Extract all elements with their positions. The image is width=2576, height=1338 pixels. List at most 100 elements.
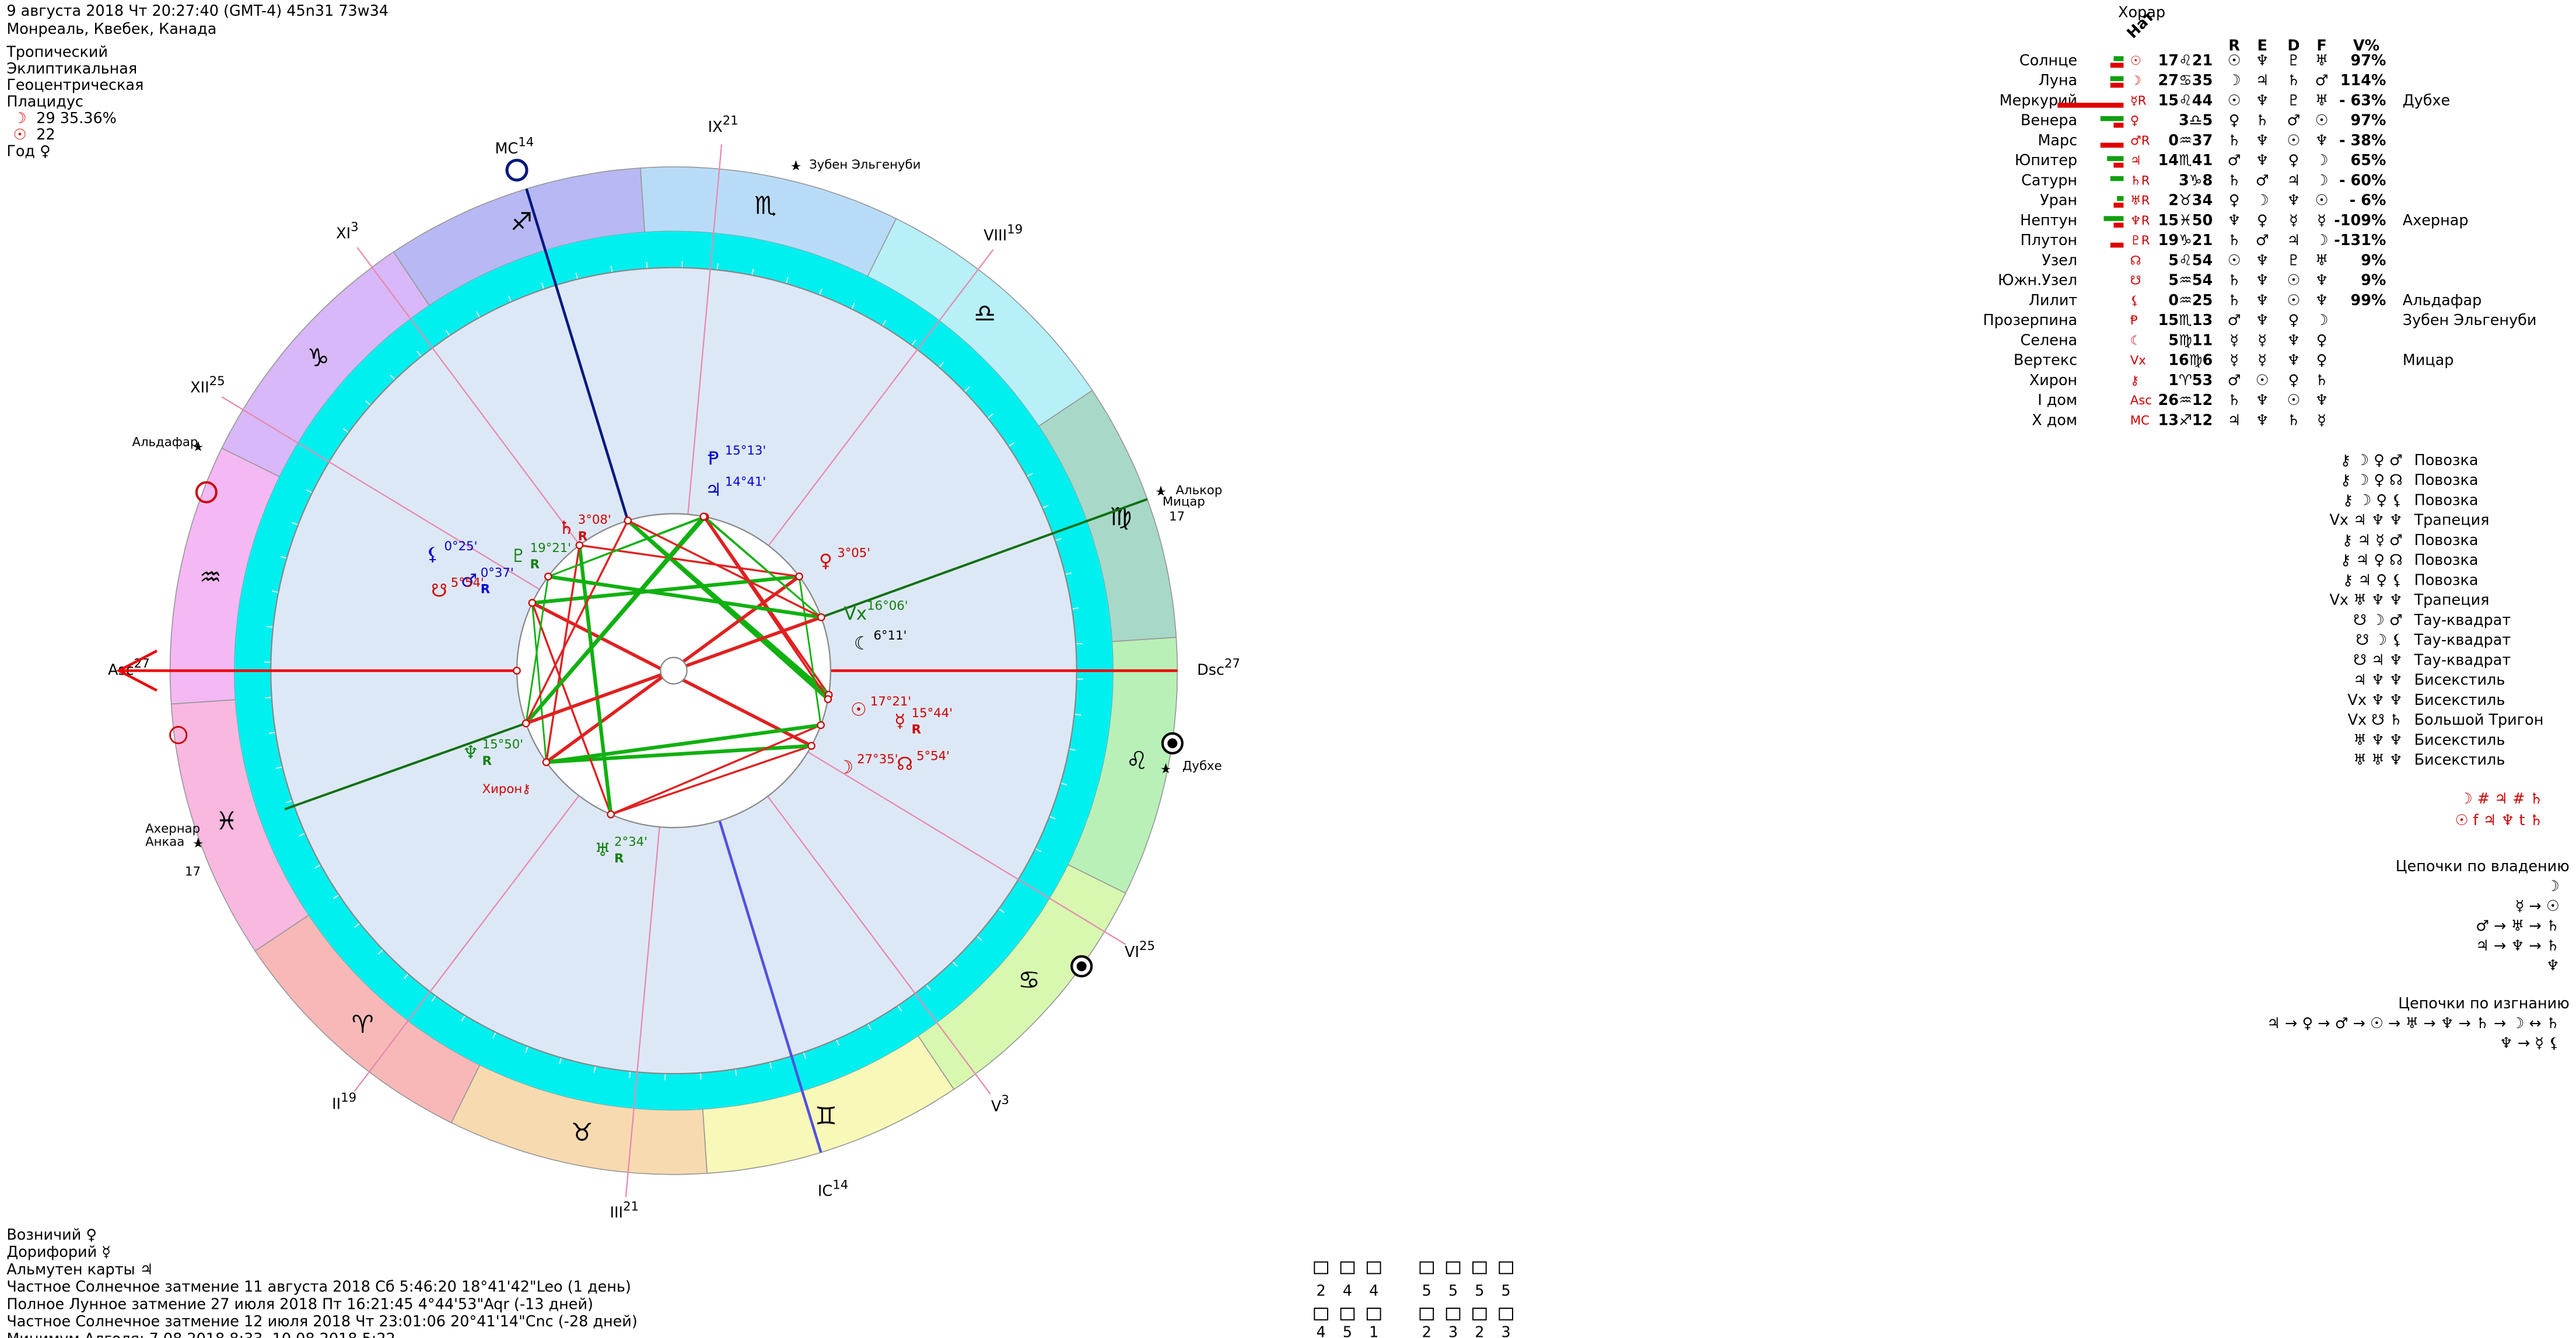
- row-glyph: MC: [2130, 413, 2150, 428]
- debility-bar: [2113, 162, 2124, 168]
- house-name: XI: [336, 225, 351, 242]
- row-name: Прозерпина: [1983, 312, 2077, 329]
- row-ruler: ♇: [2287, 251, 2301, 269]
- star-label: 17: [185, 865, 201, 879]
- house-cusp: [687, 144, 723, 515]
- row-name: Солнце: [2020, 52, 2077, 69]
- star-label: 17: [1169, 509, 1185, 524]
- point-retro: R: [482, 754, 492, 768]
- row-ruler: ☿: [2258, 352, 2267, 369]
- degree-tick: [377, 949, 384, 955]
- vertex-axis: [284, 722, 527, 811]
- row-ruler: ♃: [2256, 72, 2269, 89]
- point-degree: 15°50': [482, 738, 523, 752]
- row-star: Ахернар: [2403, 212, 2469, 229]
- debility-bar: [2110, 242, 2124, 248]
- aspect-point: [824, 695, 832, 703]
- configuration-name: Повозка: [2414, 532, 2479, 549]
- point-glyph: ☾: [854, 633, 870, 654]
- row-ruler: ♂: [2256, 232, 2269, 249]
- element-icon: [1366, 1308, 1381, 1320]
- row-name: Вертекс: [2014, 352, 2077, 369]
- degree-tick: [354, 923, 360, 928]
- house-label: MC14: [495, 135, 534, 158]
- house-name: Dsc: [1197, 661, 1224, 679]
- row-ruler: ♀: [2257, 212, 2268, 229]
- star-icon: [1161, 763, 1171, 773]
- row-ruler: ☉: [2256, 372, 2269, 389]
- degree-tick: [851, 303, 855, 309]
- aspect-line: [546, 723, 821, 764]
- aspect-point: [542, 758, 551, 766]
- sign-glyph: ♌: [1126, 747, 1148, 775]
- degree-tick: [926, 984, 931, 990]
- sign-glyph: ♈: [352, 1011, 374, 1039]
- column-header: R: [2228, 37, 2240, 54]
- chain-line: ☽: [2546, 878, 2560, 895]
- row-glyph: Vx: [2130, 354, 2146, 368]
- row-ruler: ♆: [2256, 272, 2269, 289]
- degree-tick: [508, 295, 512, 302]
- row-glyph: ♂R: [2130, 134, 2150, 148]
- debility-bar: [2100, 142, 2124, 148]
- chain-line: ♃ → ♀ → ♂ → ☉ → ♅ → ♆ → ♄ → ☽ ↔ ♄: [2267, 1015, 2560, 1032]
- configuration-name: Тау-квадрат: [2414, 612, 2511, 629]
- degree-tick: [977, 935, 982, 941]
- degree-tick: [541, 282, 545, 289]
- aspect-point: [817, 721, 825, 729]
- degree-tick: [1049, 816, 1056, 819]
- point-degree: 2°34': [614, 835, 648, 850]
- row-ruler: ☉: [2287, 392, 2301, 409]
- configuration-glyphs: ⚷ ☽ ♀ ⚸: [2343, 491, 2403, 509]
- point-glyph: Vx: [844, 603, 867, 624]
- row-glyph: ☉: [2130, 54, 2141, 68]
- row-ruler: ♆: [2287, 192, 2301, 209]
- row-position: 5♍11: [2168, 331, 2213, 349]
- row-name: Южн.Узел: [1998, 272, 2077, 289]
- house-degree: 3: [1001, 1093, 1009, 1108]
- degree-tick: [1035, 848, 1042, 853]
- degree-tick: [1072, 607, 1079, 610]
- element-count: 2: [1422, 1323, 1432, 1338]
- degree-tick: [964, 386, 970, 392]
- star-label: Анкаа: [145, 835, 184, 850]
- house-degree: 21: [623, 1199, 639, 1214]
- row-ruler: ♂: [2228, 372, 2241, 389]
- configuration-glyphs: ⚷ ☽ ♀ ♂: [2340, 452, 2403, 469]
- row-ruler: ♄: [2228, 172, 2241, 189]
- sign-glyph: ♉: [571, 1119, 593, 1147]
- sign-glyph: ♎: [974, 300, 996, 329]
- point-glyph: ☽: [837, 757, 853, 778]
- chain-line: ♂ → ♅ → ♄: [2476, 917, 2560, 935]
- row-glyph: ☊: [2130, 253, 2141, 268]
- configuration-glyphs: Vx ♃ ♆ ♆: [2329, 512, 2402, 529]
- house-cusp: [221, 396, 540, 590]
- degree-tick: [306, 489, 313, 494]
- row-strength: 99%: [2350, 292, 2386, 309]
- element-count: 5: [1502, 1283, 1511, 1300]
- configuration-name: Тау-квадрат: [2414, 651, 2511, 669]
- sign-glyph: ♓: [216, 808, 238, 836]
- chain-line: ♃ → ♆ → ♄: [2476, 937, 2560, 955]
- aspect-line: [532, 574, 800, 605]
- house-name: VI: [1125, 944, 1139, 961]
- house-degree: 27: [1224, 656, 1240, 671]
- degree-tick: [314, 864, 321, 869]
- row-ruler: ♄: [2228, 292, 2241, 309]
- degree-tick: [292, 522, 299, 526]
- row-glyph: ☽: [2130, 74, 2141, 88]
- house-label: IC14: [818, 1178, 848, 1200]
- aspect-point: [817, 613, 825, 621]
- row-ruler: ♆: [2256, 392, 2269, 409]
- chain-title: Цепочки по изгнанию: [2398, 995, 2569, 1012]
- degree-tick: [272, 591, 279, 593]
- point-retro: R: [578, 529, 587, 544]
- row-glyph: Ᵽ: [2130, 313, 2138, 328]
- aspect-line: [525, 576, 550, 724]
- house-name: IC: [818, 1183, 832, 1200]
- configuration-name: Бисекстиль: [2414, 672, 2505, 689]
- element-icon: [1499, 1308, 1513, 1320]
- row-position: 0♒25: [2168, 292, 2213, 309]
- aspect-point: [513, 666, 521, 675]
- row-position: 15♓50: [2158, 212, 2213, 229]
